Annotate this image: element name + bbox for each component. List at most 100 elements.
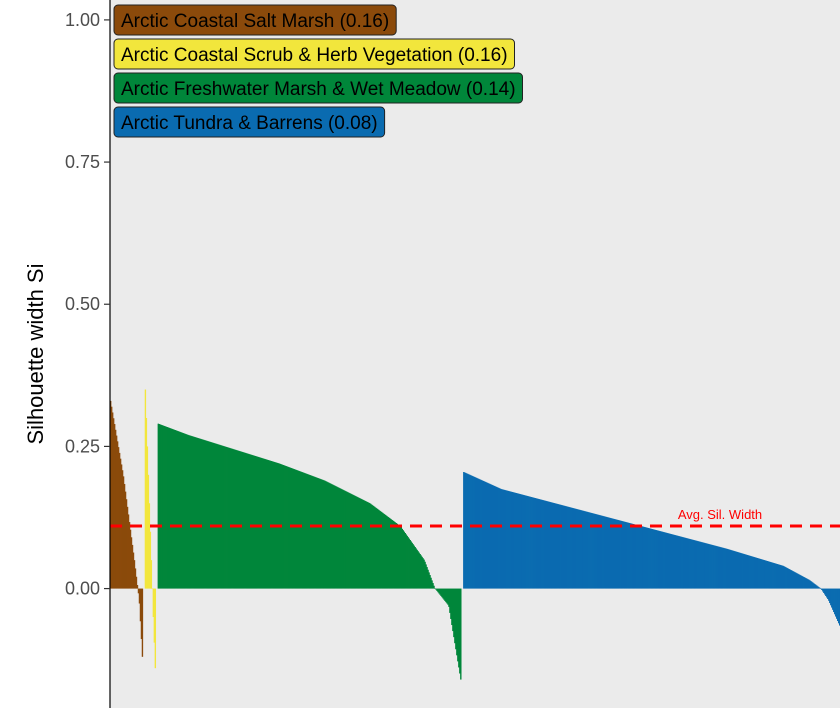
silhouette-bar (496, 487, 499, 589)
silhouette-bar (582, 510, 584, 589)
silhouette-bar (752, 556, 755, 589)
silhouette-bar (678, 536, 680, 589)
silhouette-bar (169, 428, 171, 589)
silhouette-bar (606, 517, 609, 589)
silhouette-bar (701, 542, 703, 589)
silhouette-bar (632, 524, 635, 589)
silhouette-bar (619, 520, 622, 589)
silhouette-bar (647, 527, 649, 589)
silhouette-bar (621, 521, 624, 589)
silhouette-bar (417, 551, 419, 589)
silhouette-bar (716, 546, 718, 589)
silhouette-bar (685, 537, 687, 589)
silhouette-bar (284, 465, 286, 589)
silhouette-bar (397, 524, 400, 589)
silhouette-bar (423, 559, 425, 589)
silhouette-bar (400, 527, 402, 589)
silhouette-bar (577, 509, 579, 589)
silhouette-bar (112, 418, 115, 589)
silhouette-bar (409, 540, 411, 589)
silhouette-bar (777, 564, 779, 589)
silhouette-bar (638, 525, 641, 589)
silhouette-bar (167, 427, 169, 589)
silhouette-bar (617, 520, 620, 589)
silhouette-bar (719, 547, 722, 589)
silhouette-bar (674, 535, 676, 589)
silhouette-bar (395, 523, 398, 589)
silhouette-bar (248, 454, 251, 589)
silhouette-bar (535, 498, 537, 589)
silhouette-bar (216, 443, 218, 589)
silhouette-bar (479, 479, 482, 589)
silhouette-bar (820, 588, 822, 590)
silhouette-bar (453, 588, 455, 638)
silhouette-bar (779, 564, 781, 589)
silhouette-bar (228, 447, 230, 589)
silhouette-bar (168, 427, 170, 589)
silhouette-bar (310, 475, 312, 589)
silhouette-bar (781, 565, 783, 589)
silhouette-bar (139, 588, 142, 622)
silhouette-bar (237, 450, 240, 589)
silhouette-bar (259, 457, 262, 589)
silhouette-bar (773, 563, 775, 589)
silhouette-bar (746, 554, 749, 589)
silhouette-bar (710, 544, 712, 589)
silhouette-bar (569, 507, 571, 589)
silhouette-bar (600, 515, 603, 589)
silhouette-bar (153, 588, 156, 643)
legend-item: Arctic Coastal Salt Marsh (0.16) (113, 4, 397, 36)
silhouette-bar (524, 495, 526, 589)
silhouette-bar (325, 481, 327, 589)
silhouette-bar (324, 480, 326, 589)
silhouette-bar (782, 565, 784, 589)
silhouette-bar (226, 447, 228, 589)
silhouette-bar (443, 588, 445, 600)
silhouette-bar (520, 494, 523, 589)
silhouette-bar (596, 514, 598, 589)
silhouette-bar (699, 541, 701, 589)
silhouette-bar (590, 512, 592, 589)
silhouette-bar (485, 482, 488, 589)
silhouette-bar (321, 479, 323, 589)
y-axis: 0.00 0.25 0.50 0.75 1.00 (65, 10, 110, 599)
silhouette-bar (179, 431, 181, 589)
silhouette-bar (231, 448, 233, 589)
silhouette-bar (118, 452, 121, 589)
silhouette-bar (121, 470, 124, 589)
silhouette-bar (594, 513, 596, 589)
silhouette-bar (760, 559, 763, 589)
silhouette-bar (406, 535, 408, 589)
silhouette-bar (110, 406, 113, 589)
silhouette-bar (158, 424, 160, 589)
silhouette-bar (421, 556, 423, 589)
silhouette-bar (440, 588, 442, 596)
silhouette-bar (165, 426, 167, 589)
silhouette-bar (219, 444, 221, 589)
silhouette-bar (201, 439, 203, 589)
silhouette-bar (420, 555, 422, 589)
silhouette-bar (539, 499, 541, 589)
silhouette-bar (211, 442, 213, 589)
silhouette-bar (154, 588, 157, 669)
silhouette-bar (429, 575, 431, 589)
silhouette-bar (414, 547, 416, 589)
silhouette-bar (490, 484, 493, 589)
silhouette-bar (545, 500, 547, 589)
silhouette-bar (667, 533, 669, 589)
silhouette-bar (754, 557, 757, 589)
silhouette-bar (189, 435, 191, 589)
silhouette-bar (819, 587, 821, 589)
silhouette-bar (683, 537, 685, 589)
silhouette-bar (345, 491, 347, 589)
silhouette-bar (245, 453, 248, 589)
silhouette-bar (681, 536, 683, 589)
silhouette-bar (515, 493, 518, 589)
silhouette-bar (593, 513, 595, 589)
silhouette-bar (675, 535, 677, 589)
silhouette-bar (768, 561, 770, 589)
silhouette-bar (521, 494, 524, 589)
silhouette-bar (481, 480, 484, 589)
silhouette-bar (548, 501, 550, 589)
silhouette-bar (623, 521, 626, 589)
